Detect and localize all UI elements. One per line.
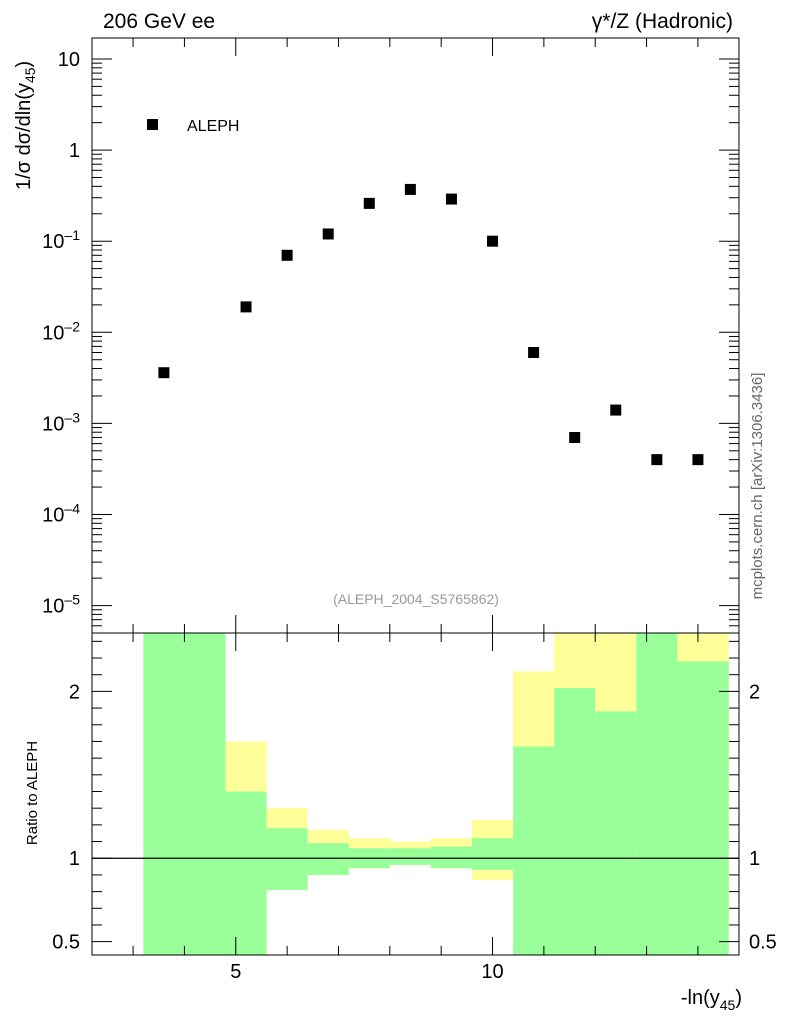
- data-point: [281, 249, 293, 261]
- y-tick-label: 10–3: [42, 409, 80, 435]
- ratio-band-green: [143, 633, 226, 955]
- data-point: [569, 431, 581, 443]
- data-point: [322, 228, 334, 240]
- data-point: [363, 197, 375, 209]
- analysis-tag: (ALEPH_2004_S5765862): [333, 591, 499, 607]
- y-tick-label: 10–2: [42, 318, 80, 344]
- data-point: [528, 346, 540, 358]
- energy-label: 206 GeV ee: [103, 10, 215, 33]
- ratio-frame: [91, 632, 740, 956]
- main-y-axis: 10 1 10–1 10–2 10–3 10–4 10–5: [42, 49, 739, 627]
- ratio-band-green: [677, 661, 729, 955]
- legend-marker: [147, 119, 158, 130]
- y-tick-label: 10–4: [42, 500, 80, 526]
- main-y-title: 1/σ dσ/dln(y45): [13, 61, 38, 190]
- main-data-marks: [117, 183, 704, 647]
- y-tick-label: 10–5: [42, 592, 80, 618]
- ratio-band-green: [266, 828, 308, 890]
- ratio-y-tick-label: 0.5: [52, 932, 80, 954]
- legend-label: ALEPH: [187, 118, 239, 135]
- data-point: [610, 404, 622, 416]
- y-tick-label: 10–1: [42, 227, 80, 253]
- data-point: [117, 636, 128, 647]
- ratio-band-green: [554, 688, 596, 955]
- data-point: [445, 193, 457, 205]
- x-axis-title: -ln(y45): [681, 987, 742, 1013]
- ratio-panel: 0.5 0.5 1 1 2 2 5 10 Ratio to ALEPH -ln(y45): [24, 632, 777, 1013]
- main-panel: 10 1 10–1 10–2 10–3 10–4 10–5 (ALEPH_2004_S576…: [13, 37, 740, 647]
- ratio-band-green: [513, 746, 555, 955]
- ratio-band-green: [225, 791, 267, 955]
- ratio-x-axis: 5 10: [132, 633, 699, 983]
- data-point: [158, 367, 170, 379]
- ratio-y-tick-label-right: 0.5: [749, 932, 777, 954]
- ratio-band-green: [307, 843, 349, 875]
- ratio-y-tick-label-right: 1: [749, 848, 760, 870]
- y-tick-label: 10: [58, 49, 80, 71]
- data-point: [692, 454, 704, 466]
- svg-text:-ln(y45): -ln(y45): [681, 987, 742, 1013]
- ratio-y-tick-label-right: 2: [749, 681, 760, 703]
- ratio-band-green: [471, 838, 514, 870]
- ratio-y-tick-label: 2: [69, 681, 80, 703]
- data-point: [487, 235, 499, 247]
- data-point: [240, 301, 252, 313]
- ratio-y-tick-label: 1: [69, 848, 80, 870]
- svg-text:1/σ dσ/dln(y45): 1/σ dσ/dln(y45): [13, 61, 38, 190]
- ratio-band-green: [389, 848, 431, 865]
- data-point: [404, 183, 416, 195]
- ratio-y-title: Ratio to ALEPH: [24, 741, 41, 845]
- ratio-bands: [143, 633, 729, 955]
- data-point: [651, 454, 663, 466]
- y-tick-label: 1: [69, 140, 80, 162]
- ratio-band-green: [430, 846, 472, 869]
- main-x-ticks: [132, 38, 699, 633]
- x-tick-label: 10: [481, 961, 503, 983]
- side-credit: mcplots.cern.ch [arXiv:1306.3436]: [749, 373, 766, 600]
- ratio-band-green: [636, 633, 678, 955]
- x-tick-label: 5: [230, 961, 241, 983]
- ratio-band-green: [595, 711, 637, 955]
- ratio-y-axis: 0.5 0.5 1 1 2 2: [52, 640, 777, 954]
- process-label: γ*/Z (Hadronic): [592, 10, 733, 33]
